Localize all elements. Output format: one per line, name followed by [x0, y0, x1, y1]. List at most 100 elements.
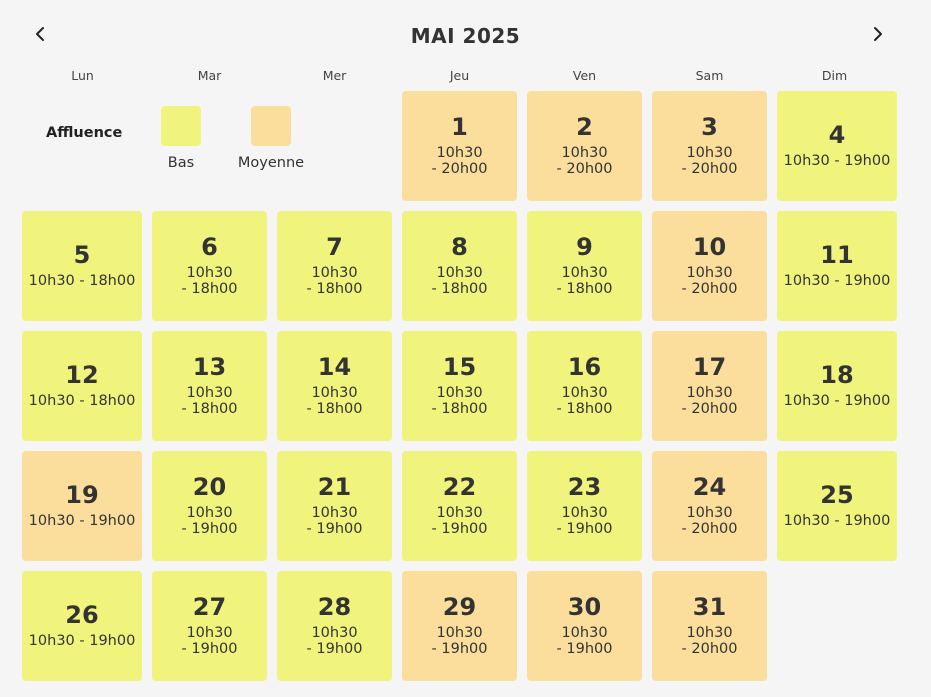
opening-hours-line: 10h30: [436, 625, 483, 641]
opening-hours-line: 10h30: [186, 265, 233, 281]
legend-swatch-moyenne: [251, 106, 291, 146]
day-cell[interactable]: 13 10h30- 18h00: [152, 331, 267, 441]
day-cell[interactable]: 3 10h30- 20h00: [652, 91, 767, 201]
day-number: 21: [317, 473, 352, 501]
day-cell[interactable]: 11 10h30 - 19h00: [777, 211, 897, 321]
opening-hours: 10h30 - 19h00: [777, 393, 897, 409]
closing-hours-line: - 19h00: [431, 641, 488, 657]
opening-hours: 10h30- 19h00: [402, 505, 517, 537]
closing-hours-line: - 19h00: [556, 641, 613, 657]
opening-hours: 10h30- 20h00: [652, 145, 767, 177]
legend-label: Bas: [167, 155, 195, 171]
day-cell[interactable]: 20 10h30- 19h00: [152, 451, 267, 561]
weekday-label: Jeu: [449, 68, 470, 83]
day-number: 10: [692, 233, 727, 261]
day-cell[interactable]: 23 10h30- 19h00: [527, 451, 642, 561]
closing-hours-line: - 18h00: [306, 281, 363, 297]
day-cell[interactable]: 2 10h30- 20h00: [527, 91, 642, 201]
day-cell[interactable]: 17 10h30- 20h00: [652, 331, 767, 441]
closing-hours-line: - 18h00: [556, 401, 613, 417]
opening-hours: 10h30- 20h00: [527, 145, 642, 177]
day-cell[interactable]: 21 10h30- 19h00: [277, 451, 392, 561]
day-cell[interactable]: 16 10h30- 18h00: [527, 331, 642, 441]
opening-hours: 10h30 - 19h00: [777, 273, 897, 289]
day-cell[interactable]: 24 10h30- 20h00: [652, 451, 767, 561]
weekday-label: Ven: [572, 68, 597, 83]
closing-hours-line: - 20h00: [681, 401, 738, 417]
day-cell[interactable]: 22 10h30- 19h00: [402, 451, 517, 561]
day-cell[interactable]: 12 10h30 - 18h00: [22, 331, 142, 441]
opening-hours: 10h30- 18h00: [402, 385, 517, 417]
legend-title: Affluence: [46, 125, 123, 141]
day-cell[interactable]: 8 10h30- 18h00: [402, 211, 517, 321]
opening-hours-line: 10h30: [436, 145, 483, 161]
day-cell[interactable]: 4 10h30 - 19h00: [777, 91, 897, 201]
day-number: 2: [576, 113, 593, 141]
opening-hours: 10h30- 20h00: [652, 265, 767, 297]
day-cell[interactable]: 30 10h30- 19h00: [527, 571, 642, 681]
closing-hours-line: - 18h00: [181, 281, 238, 297]
day-cell[interactable]: 15 10h30- 18h00: [402, 331, 517, 441]
opening-hours: 10h30 - 19h00: [22, 633, 142, 649]
chevron-left-icon: [32, 26, 48, 46]
day-cell[interactable]: 28 10h30- 19h00: [277, 571, 392, 681]
day-cell[interactable]: 1 10h30- 20h00: [402, 91, 517, 201]
day-cell[interactable]: 19 10h30 - 19h00: [22, 451, 142, 561]
opening-hours-line: 10h30: [311, 505, 358, 521]
day-cell[interactable]: 27 10h30- 19h00: [152, 571, 267, 681]
day-cell[interactable]: 25 10h30 - 19h00: [777, 451, 897, 561]
day-number: 24: [692, 473, 727, 501]
opening-hours: 10h30- 19h00: [527, 505, 642, 537]
opening-hours: 10h30 - 19h00: [777, 513, 897, 529]
opening-hours-line: 10h30: [311, 265, 358, 281]
opening-hours-line: 10h30 - 18h00: [28, 393, 136, 409]
closing-hours-line: - 18h00: [431, 281, 488, 297]
day-number: 22: [442, 473, 477, 501]
day-number: 11: [820, 241, 854, 269]
day-number: 5: [73, 241, 91, 269]
day-cell[interactable]: 10 10h30- 20h00: [652, 211, 767, 321]
opening-hours-line: 10h30 - 19h00: [28, 633, 136, 649]
day-cell[interactable]: 9 10h30- 18h00: [527, 211, 642, 321]
opening-hours: 10h30- 19h00: [152, 505, 267, 537]
day-number: 31: [692, 593, 727, 621]
opening-hours: 10h30- 19h00: [527, 625, 642, 657]
opening-hours: 10h30- 18h00: [152, 265, 267, 297]
closing-hours-line: - 18h00: [556, 281, 613, 297]
legend-item-bas: Bas: [136, 106, 226, 176]
opening-hours-line: 10h30 - 19h00: [783, 513, 891, 529]
day-cell[interactable]: 18 10h30 - 19h00: [777, 331, 897, 441]
previous-month-button[interactable]: [24, 20, 56, 52]
day-cell[interactable]: 26 10h30 - 19h00: [22, 571, 142, 681]
opening-hours: 10h30 - 19h00: [22, 513, 142, 529]
day-number: 29: [442, 593, 477, 621]
closing-hours-line: - 20h00: [556, 161, 613, 177]
day-cell[interactable]: 31 10h30- 20h00: [652, 571, 767, 681]
day-number: 19: [65, 481, 99, 509]
closing-hours-line: - 20h00: [681, 521, 738, 537]
day-number: 7: [326, 233, 343, 261]
day-cell[interactable]: 29 10h30- 19h00: [402, 571, 517, 681]
day-cell[interactable]: 5 10h30 - 18h00: [22, 211, 142, 321]
day-cell[interactable]: 14 10h30- 18h00: [277, 331, 392, 441]
day-number: 14: [317, 353, 352, 381]
closing-hours-line: - 18h00: [306, 401, 363, 417]
weekday-label: Sam: [695, 68, 724, 83]
opening-hours-line: 10h30: [686, 265, 733, 281]
opening-hours-line: 10h30 - 19h00: [783, 273, 891, 289]
closing-hours-line: - 19h00: [431, 521, 488, 537]
month-title: MAI 2025: [410, 24, 521, 48]
opening-hours: 10h30- 18h00: [152, 385, 267, 417]
opening-hours-line: 10h30: [436, 265, 483, 281]
opening-hours-line: 10h30: [561, 385, 608, 401]
day-number: 13: [192, 353, 227, 381]
day-cell[interactable]: 7 10h30- 18h00: [277, 211, 392, 321]
opening-hours-line: 10h30: [311, 385, 358, 401]
day-number: 1: [451, 113, 468, 141]
next-month-button[interactable]: [862, 20, 894, 52]
opening-hours-line: 10h30: [186, 505, 233, 521]
day-cell[interactable]: 6 10h30- 18h00: [152, 211, 267, 321]
opening-hours: 10h30- 20h00: [652, 385, 767, 417]
opening-hours-line: 10h30 - 19h00: [28, 513, 136, 529]
